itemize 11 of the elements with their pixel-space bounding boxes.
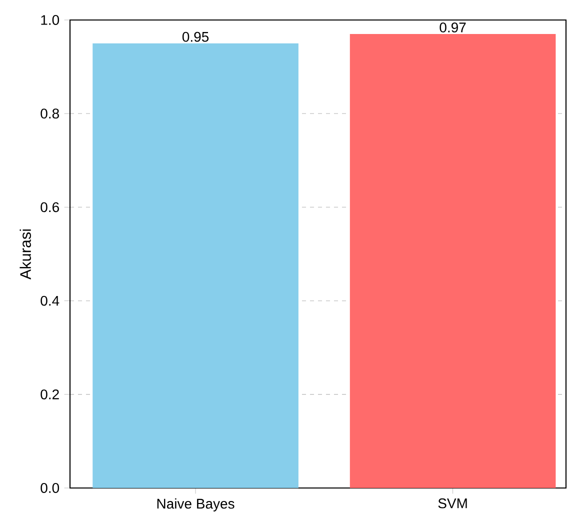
y-tick-label: 0.4 xyxy=(40,296,60,306)
x-tick-label: Naive Bayes xyxy=(157,498,234,512)
y-tick-label: 0.8 xyxy=(40,108,59,119)
y-tick-label: 1.0 xyxy=(41,15,60,25)
y-tick-label: 0.6 xyxy=(40,202,59,212)
y-axis-title: Akurasi xyxy=(20,229,31,280)
data-label: 0.95 xyxy=(182,32,209,42)
y-tick-label: 0.2 xyxy=(40,389,59,400)
data-label: 0.97 xyxy=(440,22,466,32)
x-tick-label: SVM xyxy=(438,498,467,508)
y-tick-label: 0.0 xyxy=(40,483,60,493)
